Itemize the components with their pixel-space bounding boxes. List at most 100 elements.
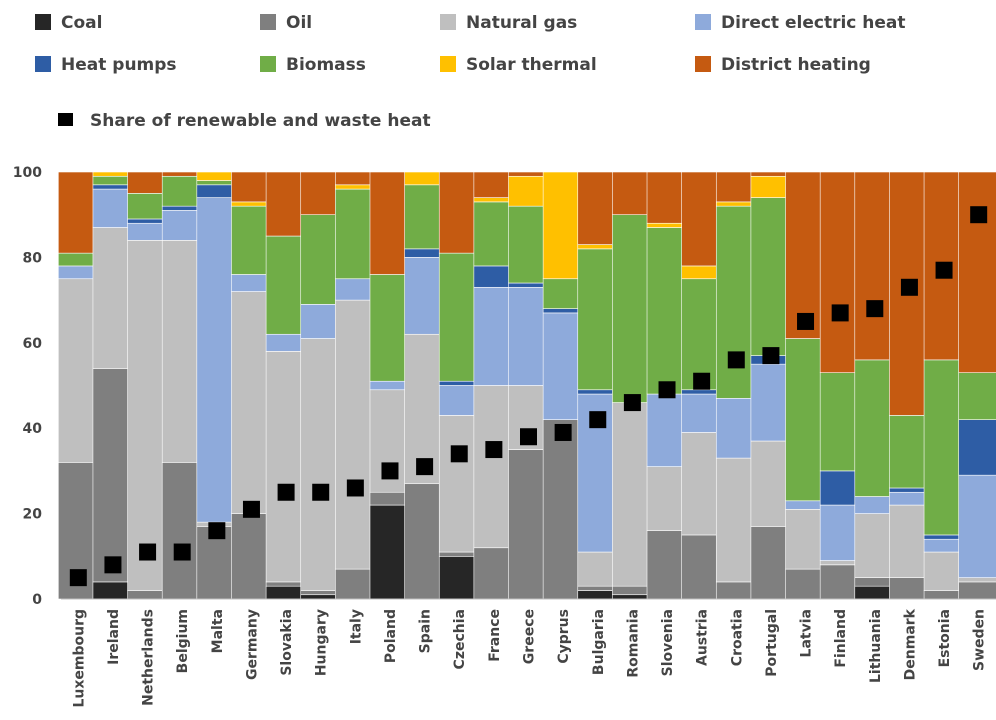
bar-segment-district-heating [508, 171, 549, 177]
renewable-share-marker [242, 500, 260, 518]
bar-stack-slovakia [265, 171, 307, 600]
x-category-label: Bulgaria [591, 609, 607, 675]
bar-segment-natural-gas [231, 291, 272, 514]
bar-segment-biomass [715, 205, 757, 399]
bar-stack-france [473, 171, 515, 600]
bar-stack-lithuania [854, 171, 896, 600]
bar-segment-biomass [819, 372, 861, 472]
renewable-share-marker [346, 479, 364, 497]
bar-segment-heat-pumps [92, 184, 134, 190]
bar-segment-natural-gas [819, 560, 861, 566]
x-category-label: Croatia [729, 609, 745, 666]
bar-segment-biomass [923, 359, 965, 536]
bar-segment-biomass [161, 175, 203, 207]
x-category-label: Slovakia [279, 609, 295, 676]
bar-stack-portugal [750, 171, 792, 600]
bars [58, 171, 996, 600]
bar-segment-direct-electric-heat [92, 188, 134, 228]
x-category-label: Slovenia [660, 609, 676, 676]
bar-stack-slovenia [646, 171, 688, 600]
x-category-label: Finland [833, 609, 849, 668]
legend-label-heat-pumps: Heat pumps [61, 55, 177, 75]
bar-stack-italy [335, 171, 376, 600]
bar-segment-biomass [196, 180, 238, 186]
bar-stack-croatia [715, 171, 757, 600]
renewable-share-marker [554, 423, 572, 441]
bar-segment-solar-thermal [335, 184, 376, 190]
renewable-share-marker [173, 543, 191, 561]
bar-stack-romania [612, 171, 653, 600]
renewable-share-marker [866, 300, 884, 318]
y-tick-label: 0 [32, 592, 42, 608]
x-category-label: Sweden [972, 609, 988, 671]
bar-segment-heat-pumps [473, 265, 515, 288]
bar-segment-oil [404, 483, 445, 600]
bar-segment-biomass [681, 278, 722, 391]
bar-segment-natural-gas [92, 227, 134, 369]
y-tick-label: 20 [23, 507, 43, 523]
bar-segment-oil [854, 577, 896, 587]
bar-segment-solar-thermal [508, 175, 549, 207]
y-axis: 0 20 40 60 80 100 [13, 165, 42, 608]
bar-segment-natural-gas [750, 440, 792, 527]
bar-segment-direct-electric-heat [335, 278, 376, 301]
x-axis: Luxembourg Ireland Netherlands Belgium Malta… [61, 598, 996, 708]
bar-segment-heat-pumps [542, 308, 584, 314]
bar-segment-direct-electric-heat [58, 265, 99, 280]
legend-label-coal: Coal [61, 13, 102, 33]
legend-label-oil: Oil [286, 13, 312, 33]
renewable-share-marker [589, 411, 607, 429]
bar-segment-biomass [854, 359, 896, 497]
bar-segment-solar-thermal [750, 175, 792, 198]
bar-segment-natural-gas [127, 240, 168, 591]
bar-segment-natural-gas [889, 504, 930, 578]
bar-segment-direct-electric-heat [715, 398, 757, 459]
bar-segment-district-heating [577, 171, 619, 245]
legend-label-natural-gas: Natural gas [466, 13, 577, 33]
bar-segment-district-heating [161, 171, 203, 177]
bar-segment-direct-electric-heat [369, 380, 411, 391]
legend-label-direct-electric-heat: Direct electric heat [721, 13, 906, 33]
renewable-share-marker [658, 381, 676, 399]
bar-segment-natural-gas [715, 457, 757, 583]
bar-stack-bulgaria [577, 171, 619, 600]
x-category-label: Ireland [106, 609, 122, 665]
bar-segment-biomass [58, 252, 99, 267]
x-category-label: Romania [625, 609, 641, 678]
bar-segment-oil [819, 564, 861, 600]
bar-segment-heat-pumps [196, 184, 238, 198]
bar-segment-heat-pumps [127, 218, 168, 224]
bar-segment-solar-thermal [681, 265, 722, 280]
legend-swatch-heat-pumps [35, 56, 51, 72]
bar-segment-heat-pumps [819, 470, 861, 506]
bar-segment-oil [335, 568, 376, 600]
renewable-share-marker [727, 351, 745, 369]
bar-segment-direct-electric-heat [161, 210, 203, 241]
x-category-label: France [487, 609, 503, 662]
bar-segment-district-heating [473, 171, 515, 198]
y-tick-label: 60 [23, 336, 43, 352]
bar-stack-netherlands [127, 171, 168, 600]
renewable-share-marker [623, 394, 641, 412]
renewable-share-marker [208, 522, 226, 540]
bar-segment-coal [369, 504, 411, 600]
bar-segment-direct-electric-heat [438, 385, 480, 416]
legend: Coal Oil Natural gas Direct electric heat He… [35, 13, 906, 131]
legend-label-district-heating: District heating [721, 55, 871, 75]
bar-segment-direct-electric-heat [889, 491, 930, 506]
bar-segment-direct-electric-heat [681, 393, 722, 433]
x-category-label: Czechia [452, 609, 468, 669]
renewable-share-marker [416, 458, 434, 476]
bar-segment-direct-electric-heat [923, 538, 965, 553]
bar-stack-austria [681, 171, 722, 600]
bar-segment-coal [438, 555, 480, 600]
bar-segment-heat-pumps [889, 487, 930, 493]
bar-segment-district-heating [958, 171, 996, 373]
bar-segment-biomass [889, 415, 930, 489]
renewable-share-marker [693, 372, 711, 390]
bar-segment-oil [438, 551, 480, 557]
bar-stack-sweden [958, 171, 996, 600]
bar-segment-oil [750, 526, 792, 600]
x-category-label: Latvia [799, 609, 815, 657]
